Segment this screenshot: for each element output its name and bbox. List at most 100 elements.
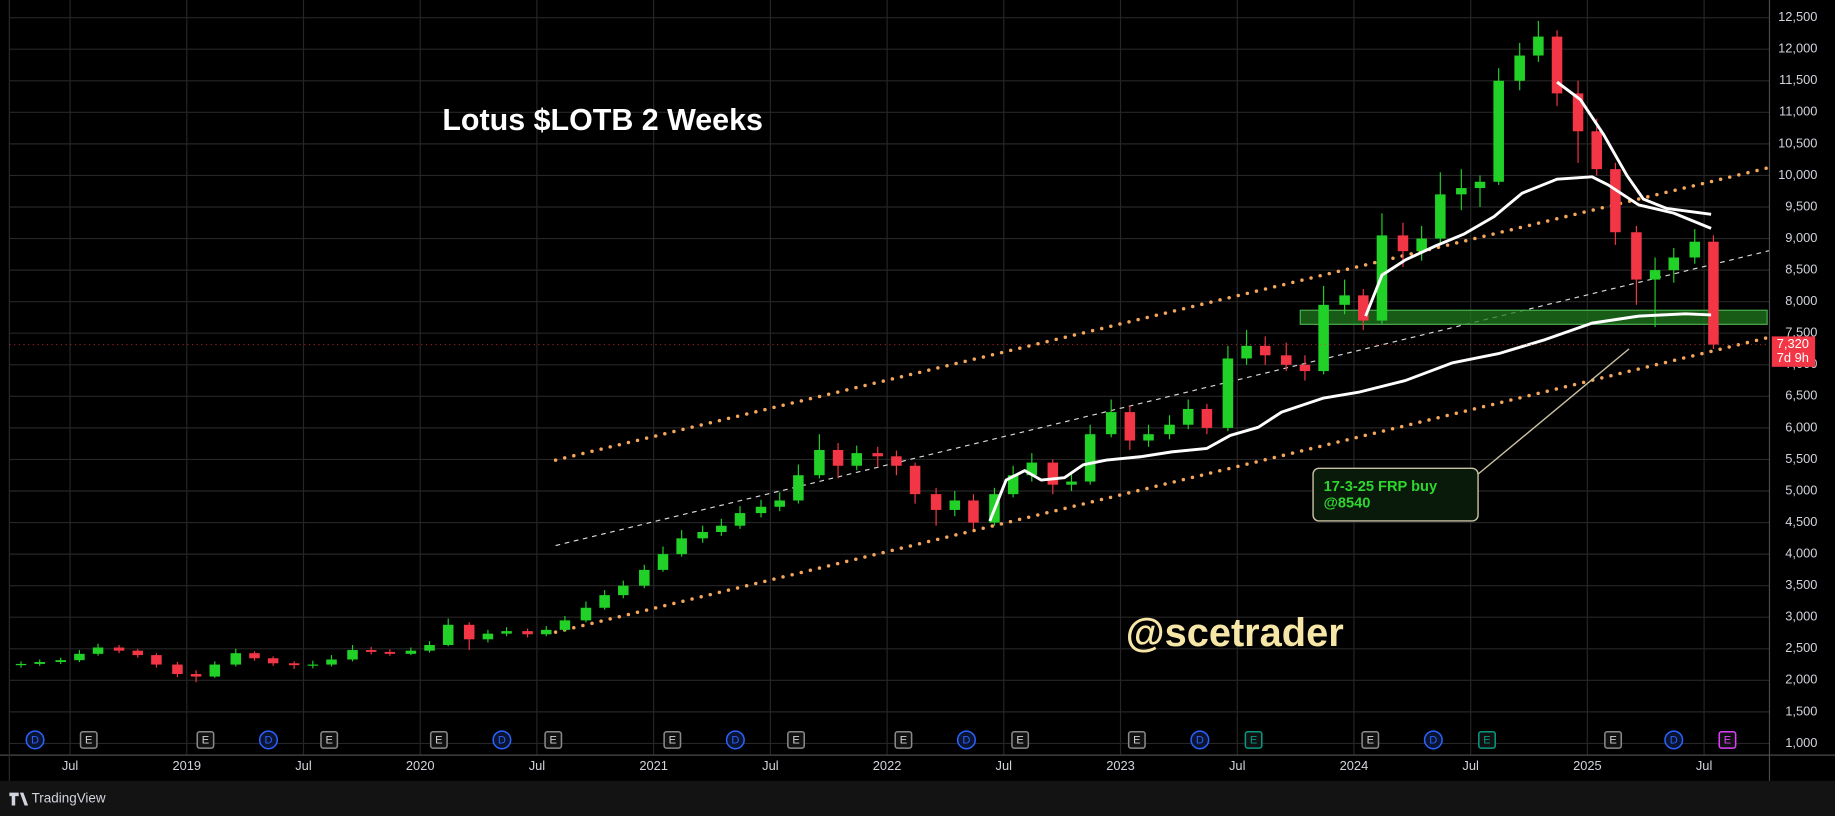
candle-body xyxy=(288,663,300,666)
event-label: E xyxy=(792,734,799,746)
event-label: D xyxy=(962,734,970,746)
event-label: E xyxy=(1483,734,1490,746)
event-earnings xyxy=(894,730,913,749)
y-tick-label: 5,000 xyxy=(1785,482,1817,497)
y-tick-label: 5,500 xyxy=(1785,451,1817,466)
event-label: E xyxy=(1724,734,1731,746)
candle-body xyxy=(1318,304,1329,372)
candle-body xyxy=(639,569,650,586)
candle-body xyxy=(1397,235,1409,252)
candle-body xyxy=(463,624,475,640)
event-earnings xyxy=(1127,730,1146,749)
candle-body xyxy=(1084,434,1096,482)
candle-body xyxy=(1689,241,1701,258)
candle-body xyxy=(190,674,202,677)
grid xyxy=(9,0,1770,756)
y-tick-label: 2,000 xyxy=(1785,672,1817,687)
watermark: @scetrader xyxy=(1126,611,1344,655)
event-earnings xyxy=(544,730,563,749)
candle-body xyxy=(599,595,610,608)
x-tick-label: 2020 xyxy=(406,758,435,773)
event-label: E xyxy=(1016,734,1023,746)
candle-body xyxy=(930,494,942,510)
candle-body xyxy=(1299,364,1311,372)
callout-box xyxy=(1312,467,1479,522)
candle-body xyxy=(1026,462,1038,476)
candle-body xyxy=(230,653,242,665)
candle-body xyxy=(34,662,45,664)
candle-body xyxy=(755,506,767,514)
candle-body xyxy=(697,532,708,539)
event-label: E xyxy=(85,734,92,746)
event-earnings xyxy=(1361,730,1380,749)
candle-body xyxy=(657,554,669,570)
y-tick-label: 11,000 xyxy=(1779,104,1817,119)
x-tick-label: Jul xyxy=(62,758,78,773)
candle-body xyxy=(1631,232,1642,280)
event-label: E xyxy=(325,734,332,746)
candle-body xyxy=(1572,93,1584,132)
event-earnings xyxy=(1478,730,1496,749)
event-label: D xyxy=(1670,734,1678,746)
event-label: E xyxy=(202,734,209,746)
candle-body xyxy=(1339,295,1350,305)
candle-body xyxy=(209,664,221,677)
y-tick-label: 11,500 xyxy=(1779,72,1817,87)
candle-body xyxy=(405,650,417,654)
candle-body xyxy=(1493,80,1504,182)
event-earnings xyxy=(1244,730,1263,749)
candle-body xyxy=(1007,475,1019,495)
y-tick-label: 6,500 xyxy=(1785,388,1817,403)
y-tick-label: 10,000 xyxy=(1778,167,1817,182)
y-tick-label: 6,000 xyxy=(1785,419,1817,434)
candle-body xyxy=(482,633,494,640)
event-label: E xyxy=(550,734,557,746)
event-earnings xyxy=(196,730,215,749)
moving-average xyxy=(1556,80,1712,216)
candle-body xyxy=(774,500,785,507)
candle-body xyxy=(151,655,162,665)
candle-body xyxy=(365,650,377,652)
candle-body xyxy=(1241,345,1252,359)
y-tick-label: 9,500 xyxy=(1785,198,1817,213)
candle-body xyxy=(872,453,884,457)
event-dividend xyxy=(1423,730,1443,750)
brand: TradingView xyxy=(32,791,106,806)
candle-body xyxy=(384,651,396,654)
candle-body xyxy=(172,664,183,675)
event-earnings xyxy=(663,730,682,749)
event-earnings xyxy=(1011,730,1030,749)
trendline xyxy=(555,250,1770,547)
y-tick-label: 2,500 xyxy=(1785,640,1817,655)
event-label: D xyxy=(731,734,739,746)
candle-body xyxy=(1708,241,1719,345)
y-tick-label: 8,500 xyxy=(1785,262,1817,277)
footer-bar xyxy=(0,780,1835,816)
candle-body xyxy=(814,449,825,476)
x-tick-label: 2019 xyxy=(172,758,201,773)
candle-body xyxy=(949,500,961,510)
candle-body xyxy=(676,538,687,555)
event-dividend xyxy=(1190,730,1210,750)
candle-body xyxy=(1610,169,1621,233)
candle-body xyxy=(851,453,862,466)
candle-body xyxy=(1474,181,1486,189)
event-dividend xyxy=(956,730,976,750)
candle-body xyxy=(1182,408,1194,425)
candle-body xyxy=(1551,36,1563,94)
event-earnings xyxy=(787,730,805,749)
support-zone xyxy=(1299,309,1768,325)
event-dividend xyxy=(258,730,279,750)
candle-body xyxy=(424,644,435,651)
candle-body xyxy=(1280,355,1292,365)
event-label: E xyxy=(1367,734,1374,746)
event-label: D xyxy=(1196,734,1204,746)
y-tick-label: 9,000 xyxy=(1785,230,1817,245)
candle-body xyxy=(267,658,279,664)
candle-body xyxy=(1591,131,1602,170)
moving-average xyxy=(1364,175,1712,317)
candle-body xyxy=(1435,194,1446,239)
